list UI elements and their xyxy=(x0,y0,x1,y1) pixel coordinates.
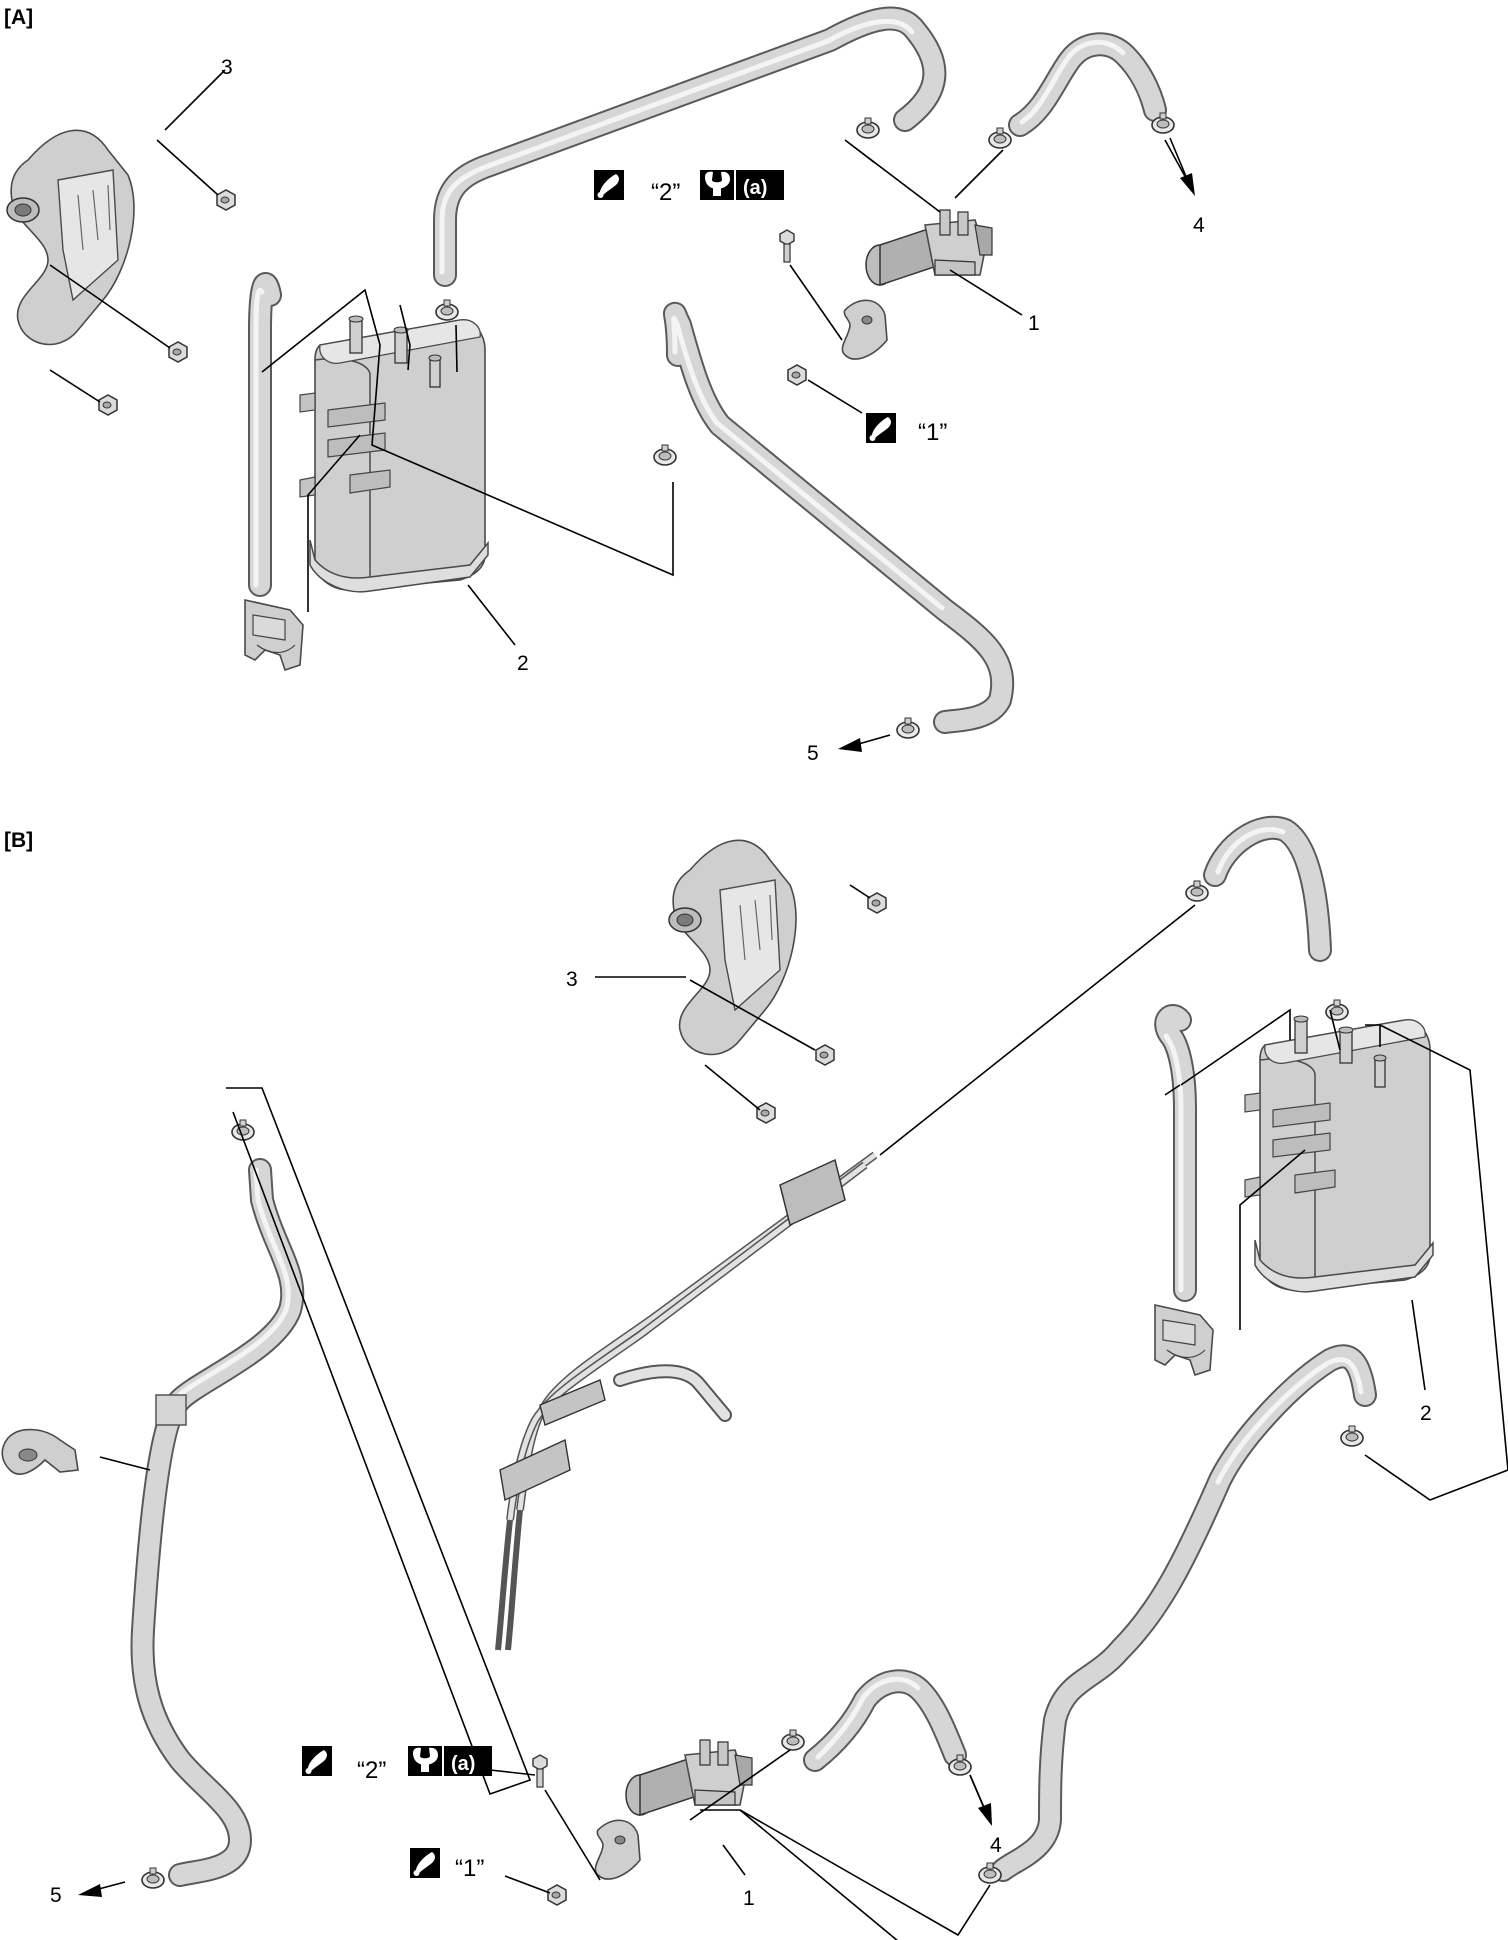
bracket-nut-b1 xyxy=(867,892,887,914)
note-grease-1-a: “1” xyxy=(866,413,947,446)
callout-4-a: 4 xyxy=(1193,214,1205,237)
bracket-nut-b2 xyxy=(815,1044,835,1066)
bracket-nut-a3 xyxy=(98,394,118,416)
hose-clamp-a5 xyxy=(653,444,677,466)
hose-lower-right xyxy=(663,301,1015,734)
hose-holder-b xyxy=(1154,1304,1214,1376)
vsv-bracket-a xyxy=(841,299,888,360)
charcoal-canister-b xyxy=(1244,1015,1434,1293)
note-grease-2-b: “2” (a) xyxy=(302,1746,492,1784)
leader-lines-b xyxy=(99,884,1508,1940)
purge-vsv-b xyxy=(625,1739,753,1816)
note-grease-1-b: “1” xyxy=(410,1848,484,1882)
hose-evap-upper xyxy=(433,6,947,287)
grease-icon xyxy=(594,170,624,200)
direction-arrow-4b xyxy=(969,1774,992,1826)
direction-arrow-5a xyxy=(838,734,891,752)
grease-note-2: “2” xyxy=(357,1757,386,1784)
bracket-nut-a1 xyxy=(216,189,236,211)
hose-clamp-b8 xyxy=(141,1867,165,1889)
bracket-nut-b3 xyxy=(756,1102,776,1124)
hose-clamp-a1 xyxy=(435,299,459,321)
hose-evap-upper-b xyxy=(1203,815,1332,962)
torque-wrench-icon xyxy=(700,170,734,200)
vsv-nut-b xyxy=(547,1884,567,1906)
vsv-bracket-b xyxy=(594,1819,641,1880)
hose-left-short xyxy=(248,271,282,597)
section-a-label: [A] xyxy=(4,6,33,29)
torque-note: (a) xyxy=(451,1753,475,1775)
canister-bracket-a xyxy=(6,129,135,346)
hose-clamp-b5 xyxy=(781,1729,805,1751)
grease-note-1: “1” xyxy=(455,1855,484,1882)
torque-wrench-icon xyxy=(408,1746,442,1776)
grease-note-2: “2” xyxy=(651,179,680,206)
section-b-label: [B] xyxy=(4,829,33,852)
callout-2-a: 2 xyxy=(517,652,529,675)
section-b: [B] xyxy=(1,815,1508,1940)
vsv-bolt-a xyxy=(779,229,795,263)
callout-4-b: 4 xyxy=(990,1834,1002,1857)
callout-5-a: 5 xyxy=(807,742,819,765)
bracket-nut-a2 xyxy=(168,341,188,363)
direction-arrow-4a xyxy=(1164,139,1195,196)
hose-vsv-outlet-b xyxy=(803,1669,967,1772)
callout-1-b: 1 xyxy=(743,1887,755,1910)
vent-hose-clip xyxy=(1,1428,79,1475)
leader-lines-a xyxy=(49,69,1191,646)
grease-icon xyxy=(302,1746,332,1776)
callout-1-a: 1 xyxy=(1028,312,1040,335)
torque-note: (a) xyxy=(743,177,767,199)
purge-vsv-a xyxy=(865,209,993,286)
hose-vsv-outlet xyxy=(1008,32,1167,137)
callout-5-b: 5 xyxy=(50,1884,62,1907)
hose-clamp-b4 xyxy=(1340,1425,1364,1447)
grease-note-1: “1” xyxy=(918,419,947,446)
direction-arrow-5b xyxy=(78,1881,126,1897)
hose-lower-right-b xyxy=(991,1344,1377,1882)
hose-left-short-b xyxy=(1154,1004,1197,1302)
hose-clamp-a3 xyxy=(988,127,1012,149)
section-a: [A] xyxy=(4,6,1205,765)
fuel-vapor-pipe-assembly xyxy=(495,1151,878,1651)
hose-vent-left xyxy=(130,1158,305,1887)
hose-clamp-a6 xyxy=(896,717,920,739)
callout-2-b: 2 xyxy=(1420,1402,1432,1425)
hose-clamp-b2 xyxy=(1185,880,1209,902)
callout-3-b: 3 xyxy=(566,968,578,991)
note-grease-2-a: “2” (a) xyxy=(594,170,784,206)
grease-icon xyxy=(410,1848,440,1878)
vsv-bolt-b xyxy=(532,1754,548,1788)
vsv-nut-a xyxy=(787,364,807,386)
hose-holder-a xyxy=(244,599,304,671)
grease-icon xyxy=(866,413,896,443)
hose-clamp-a2 xyxy=(856,117,880,139)
callout-3-a: 3 xyxy=(221,56,233,79)
canister-bracket-b xyxy=(668,839,797,1056)
hose-clamp-b3 xyxy=(1325,999,1349,1021)
